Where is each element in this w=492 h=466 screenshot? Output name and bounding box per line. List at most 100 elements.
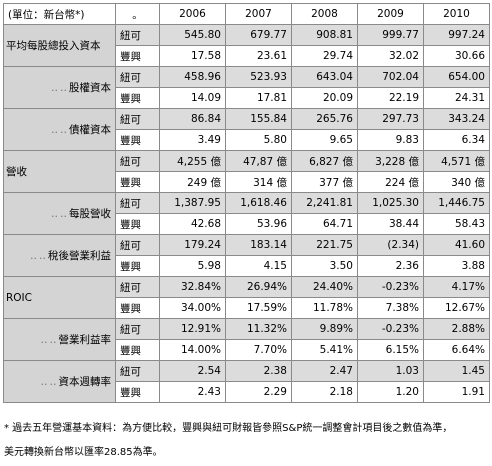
company-header-mark: 。: [115, 3, 160, 25]
value-cell: 11.78%: [291, 297, 358, 319]
company-cell: 豐興: [115, 129, 160, 151]
value-cell: 32.02: [357, 45, 424, 67]
value-cell: 2.38: [225, 360, 292, 382]
row-group-label-text: 稅後營業利益: [48, 250, 111, 262]
value-cell: 2.43: [159, 381, 226, 403]
value-cell: 5.41%: [291, 339, 358, 361]
value-cell: 3.49: [159, 129, 226, 151]
value-cell: 17.59%: [225, 297, 292, 319]
year-header: 2007: [225, 3, 292, 25]
value-cell: 2.29: [225, 381, 292, 403]
value-cell: 14.00%: [159, 339, 226, 361]
value-cell: 58.43: [423, 213, 490, 235]
table-row: ‥‥營業利益率 紐可 12.91% 11.32% 9.89% -0.23% 2.…: [3, 318, 490, 361]
table-row: 豐興 42.68 53.96 64.71 38.44 58.43: [4, 213, 490, 235]
company-cell: 紐可: [115, 108, 160, 130]
value-cell: 908.81: [291, 24, 358, 46]
value-cell: (2.34): [357, 234, 424, 256]
value-cell: 6.15%: [357, 339, 424, 361]
row-group-label: ‥‥股權資本: [3, 66, 116, 109]
company-cell: 豐興: [115, 381, 160, 403]
leader-dots: ‥‥: [29, 250, 48, 262]
table-row: 豐興 249 億 314 億 377 億 224 億 340 億: [4, 171, 490, 193]
value-cell: 1,446.75: [423, 192, 490, 214]
value-cell: 6.34: [423, 129, 490, 151]
value-cell: 22.19: [357, 87, 424, 109]
leader-dots: ‥‥: [50, 82, 69, 94]
company-cell: 紐可: [115, 360, 160, 382]
table-row: ‥‥債權資本 紐可 86.84 155.84 265.76 297.73 343…: [3, 108, 490, 151]
value-cell: 1,025.30: [357, 192, 424, 214]
value-cell: 3,228 億: [357, 150, 424, 172]
table-row: 豐興 17.58 23.61 29.74 32.02 30.66: [4, 45, 490, 67]
value-cell: 5.98: [159, 255, 226, 277]
value-cell: 343.24: [423, 108, 490, 130]
value-cell: 7.38%: [357, 297, 424, 319]
value-cell: 458.96: [159, 66, 226, 88]
company-cell: 紐可: [115, 276, 160, 298]
value-cell: 42.68: [159, 213, 226, 235]
value-cell: 340 億: [423, 171, 490, 193]
company-cell: 紐可: [115, 234, 160, 256]
value-cell: 155.84: [225, 108, 292, 130]
value-cell: 523.93: [225, 66, 292, 88]
value-cell: 47,87 億: [225, 150, 292, 172]
value-cell: 24.40%: [291, 276, 358, 298]
value-cell: 4,255 億: [159, 150, 226, 172]
value-cell: 29.74: [291, 45, 358, 67]
value-cell: 4.17%: [423, 276, 490, 298]
company-cell: 豐興: [115, 339, 160, 361]
value-cell: 3.50: [291, 255, 358, 277]
header-row: (單位：新台幣*) 。 2006 2007 2008 2009 2010: [3, 3, 490, 25]
table-row: ‥‥股權資本 紐可 458.96 523.93 643.04 702.04 65…: [3, 66, 490, 109]
value-cell: 4.15: [225, 255, 292, 277]
company-cell: 豐興: [115, 45, 160, 67]
value-cell: 7.70%: [225, 339, 292, 361]
row-group-label: ‥‥稅後營業利益: [3, 234, 116, 277]
year-header: 2008: [291, 3, 358, 25]
leader-dots: ‥‥: [40, 376, 59, 388]
value-cell: 38.44: [357, 213, 424, 235]
value-cell: 3.88: [423, 255, 490, 277]
company-cell: 紐可: [115, 318, 160, 340]
table-row: 豐興 3.49 5.80 9.65 9.83 6.34: [4, 129, 490, 151]
financial-comparison-table: (單位：新台幣*) 。 2006 2007 2008 2009 2010 平均每…: [3, 3, 490, 403]
value-cell: 1.91: [423, 381, 490, 403]
company-cell: 豐興: [115, 171, 160, 193]
value-cell: 221.75: [291, 234, 358, 256]
value-cell: 26.94%: [225, 276, 292, 298]
value-cell: 1.20: [357, 381, 424, 403]
row-group-label-text: 債權資本: [69, 124, 111, 136]
value-cell: 23.61: [225, 45, 292, 67]
value-cell: 643.04: [291, 66, 358, 88]
company-cell: 豐興: [115, 87, 160, 109]
row-group-label-text: 股權資本: [69, 82, 111, 94]
value-cell: 999.77: [357, 24, 424, 46]
row-group-label: 營收: [3, 150, 116, 193]
leader-dots: ‥‥: [50, 124, 69, 136]
value-cell: 9.65: [291, 129, 358, 151]
value-cell: 297.73: [357, 108, 424, 130]
table-row: ‥‥稅後營業利益 紐可 179.24 183.14 221.75 (2.34) …: [3, 234, 490, 277]
value-cell: 20.09: [291, 87, 358, 109]
row-group-label-text: 營業利益率: [58, 334, 112, 346]
value-cell: 24.31: [423, 87, 490, 109]
value-cell: 14.09: [159, 87, 226, 109]
company-cell: 紐可: [115, 24, 160, 46]
value-cell: 265.76: [291, 108, 358, 130]
value-cell: 1,387.95: [159, 192, 226, 214]
value-cell: 997.24: [423, 24, 490, 46]
row-group-label-text: 資本週轉率: [58, 376, 112, 388]
value-cell: 9.89%: [291, 318, 358, 340]
table-row: ROIC 紐可 32.84% 26.94% 24.40% -0.23% 4.17…: [3, 276, 490, 319]
row-group-label: ‥‥每股營收: [3, 192, 116, 235]
value-cell: 32.84%: [159, 276, 226, 298]
year-header: 2010: [423, 3, 490, 25]
row-group-label: ROIC: [3, 276, 116, 319]
value-cell: 377 億: [291, 171, 358, 193]
year-header: 2009: [357, 3, 424, 25]
value-cell: 6.64%: [423, 339, 490, 361]
leader-dots: ‥‥: [50, 208, 69, 220]
value-cell: -0.23%: [357, 318, 424, 340]
value-cell: 2.47: [291, 360, 358, 382]
